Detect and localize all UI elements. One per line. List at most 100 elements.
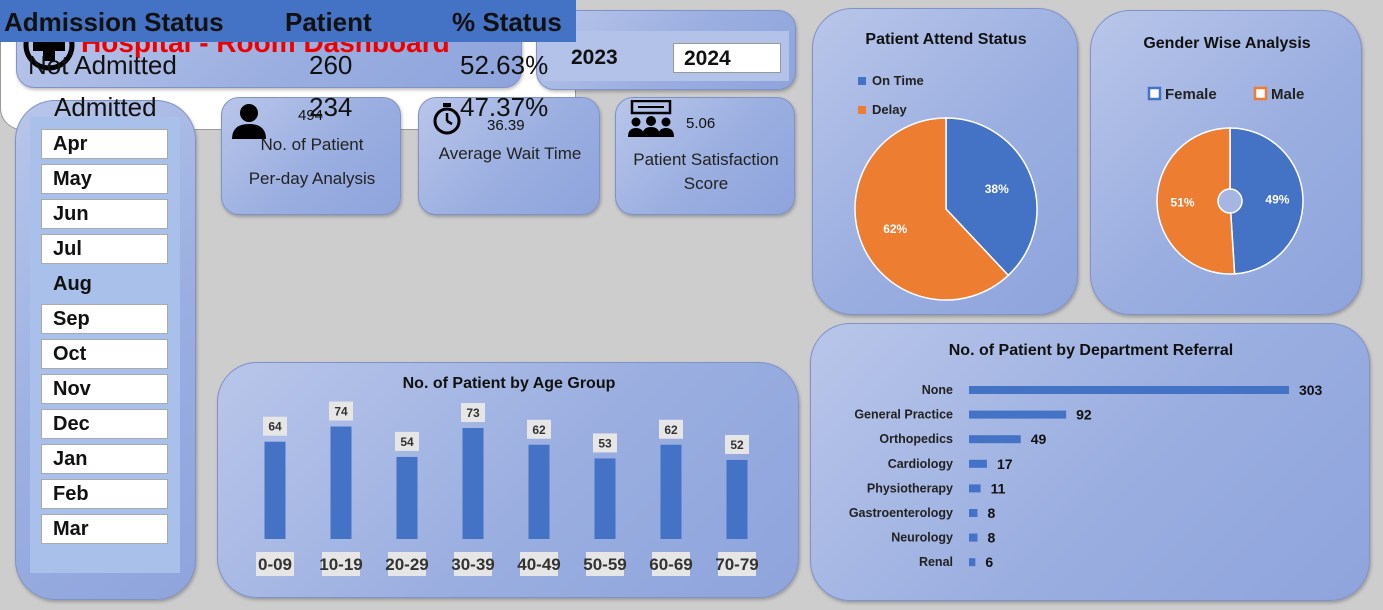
dept-data-label: 8 xyxy=(987,505,995,521)
gender-chart: Female Male 49% 51% xyxy=(1147,86,1304,275)
dept-tick-label: Orthopedics xyxy=(879,432,953,446)
month-button-apr[interactable]: Apr xyxy=(41,129,168,159)
month-button-aug[interactable]: Aug xyxy=(53,273,92,295)
attend-legend-swatch xyxy=(858,77,866,85)
gender-data-label: 49% xyxy=(1265,193,1289,207)
age-tick-label: 20-29 xyxy=(385,555,428,574)
dept-tick-label: Neurology xyxy=(891,531,953,545)
age-data-label: 53 xyxy=(598,436,612,450)
kpi-patients-value: 494 xyxy=(298,107,324,124)
month-button-sep[interactable]: Sep xyxy=(41,304,168,334)
age-data-label: 62 xyxy=(664,423,678,437)
month-button-jun[interactable]: Jun xyxy=(41,199,168,229)
dept-tick-label: General Practice xyxy=(854,408,953,422)
person-icon xyxy=(232,104,266,139)
kpi-wait-label: Average Wait Time xyxy=(438,144,582,163)
gender-legend-label: Male xyxy=(1271,86,1304,103)
month-button-may[interactable]: May xyxy=(41,164,168,194)
age-bar xyxy=(726,459,748,539)
year-button-2024[interactable]: 2024 xyxy=(673,43,781,73)
year-slicer: 2023 2024 xyxy=(536,10,796,90)
dept-tick-label: Physiotherapy xyxy=(867,481,953,495)
age-tick-label: 0-09 xyxy=(258,555,292,574)
dept-bar xyxy=(969,509,978,517)
admission-table: Admission Status Patient % Status Not Ad… xyxy=(0,0,576,130)
age-tick-label: 70-79 xyxy=(715,555,758,574)
dept-data-label: 303 xyxy=(1299,382,1323,398)
kpi-patients-card: 494 No. of Patient Per-day Analysis xyxy=(221,97,401,215)
attend-legend-label: On Time xyxy=(872,73,924,88)
table-row-2-pct: 47.37% xyxy=(460,92,549,122)
dept-data-label: 11 xyxy=(991,480,1006,496)
gender-data-label: 51% xyxy=(1171,195,1195,209)
age-tick-label-bg xyxy=(586,552,624,576)
month-button-dec[interactable]: Dec xyxy=(41,409,168,439)
age-tick-label-bg xyxy=(718,552,756,576)
dept-tick-label: Gastroenterology xyxy=(849,506,953,520)
group-presentation-icon xyxy=(628,100,674,137)
attend-slice xyxy=(945,117,1038,277)
attend-data-label: 62% xyxy=(883,222,907,236)
month-slicer: Apr May Jun Jul Aug Sep Oct Nov Dec Jan … xyxy=(15,100,196,600)
dept-bar xyxy=(969,533,978,542)
gender-slice xyxy=(1229,127,1304,275)
table-row-1-patient: 260 xyxy=(309,50,353,80)
gender-hole xyxy=(1217,188,1243,214)
attend-status-chart-panel: Patient Attend Status On Time Delay 38% 62% xyxy=(812,8,1078,315)
age-data-label-bg xyxy=(263,416,287,436)
dept-data-label: 8 xyxy=(987,530,995,546)
gender-chart-title: Gender Wise Analysis xyxy=(1143,35,1311,52)
department-chart-panel: No. of Patient by Department Referral No… xyxy=(810,323,1370,601)
kpi-wait-card: 36.39 Average Wait Time xyxy=(418,97,600,215)
month-slicer-body: Apr May Jun Jul Aug Sep Oct Nov Dec Jan … xyxy=(30,117,180,573)
attend-data-label: 38% xyxy=(985,182,1009,196)
age-data-label: 74 xyxy=(334,405,348,419)
dept-chart-title: No. of Patient by Department Referral xyxy=(948,342,1234,359)
kpi-patients-label-line2: Per-day Analysis xyxy=(248,169,376,188)
age-tick-label: 60-69 xyxy=(649,555,692,574)
age-data-label: 52 xyxy=(730,438,744,452)
age-bar xyxy=(594,458,616,539)
header-pct-status: % Status xyxy=(452,7,562,37)
kpi-satisfaction-label-line1: Patient Satisfaction xyxy=(633,150,779,169)
month-button-oct[interactable]: Oct xyxy=(41,339,168,369)
month-button-mar[interactable]: Mar xyxy=(41,514,168,544)
dept-bar xyxy=(969,484,981,493)
age-group-chart-panel: No. of Patient by Age Group 64 0-09 74 10-1… xyxy=(217,362,799,598)
age-bar xyxy=(330,426,352,539)
table-row-1-pct: 52.63% xyxy=(460,50,549,80)
gender-chart-panel: Gender Wise Analysis Female Male 49% 51% xyxy=(1090,10,1362,315)
attend-chart-title: Patient Attend Status xyxy=(865,31,1027,48)
age-tick-label-bg xyxy=(322,552,360,576)
dept-data-label: 17 xyxy=(997,456,1013,472)
dept-bar xyxy=(969,386,1289,394)
dept-data-label: 92 xyxy=(1076,407,1092,423)
month-button-jul[interactable]: Jul xyxy=(41,234,168,264)
attend-status-chart: On Time Delay 38% 62% xyxy=(854,73,1038,301)
age-data-label-bg xyxy=(527,419,551,439)
month-button-jan[interactable]: Jan xyxy=(41,444,168,474)
table-row-2-status: Admitted xyxy=(54,92,157,122)
age-tick-label-bg xyxy=(652,552,690,576)
dept-data-label: 6 xyxy=(985,554,993,570)
age-data-label-bg xyxy=(725,434,749,454)
kpi-wait-value: 36.39 xyxy=(487,117,525,134)
month-button-feb[interactable]: Feb xyxy=(41,479,168,509)
dept-tick-label: None xyxy=(922,383,953,397)
gender-legend-swatch xyxy=(1253,86,1268,101)
age-tick-label-bg xyxy=(388,552,426,576)
dept-bar xyxy=(969,459,987,468)
age-tick-label: 50-59 xyxy=(583,555,626,574)
age-tick-label-bg xyxy=(256,552,294,576)
age-bar xyxy=(462,428,484,539)
age-data-label-bg xyxy=(593,433,617,453)
table-row-2-patient: 234 xyxy=(309,92,353,122)
table-row-1-status: Not Admitted xyxy=(28,50,177,80)
year-slicer-body: 2023 2024 xyxy=(543,31,789,81)
age-tick-label-bg xyxy=(454,552,492,576)
age-data-label: 54 xyxy=(400,435,414,449)
month-button-nov[interactable]: Nov xyxy=(41,374,168,404)
dept-bar xyxy=(969,558,976,567)
kpi-satisfaction-card: 5.06 Patient Satisfaction Score xyxy=(615,97,795,215)
year-button-2023[interactable]: 2023 xyxy=(571,46,618,69)
